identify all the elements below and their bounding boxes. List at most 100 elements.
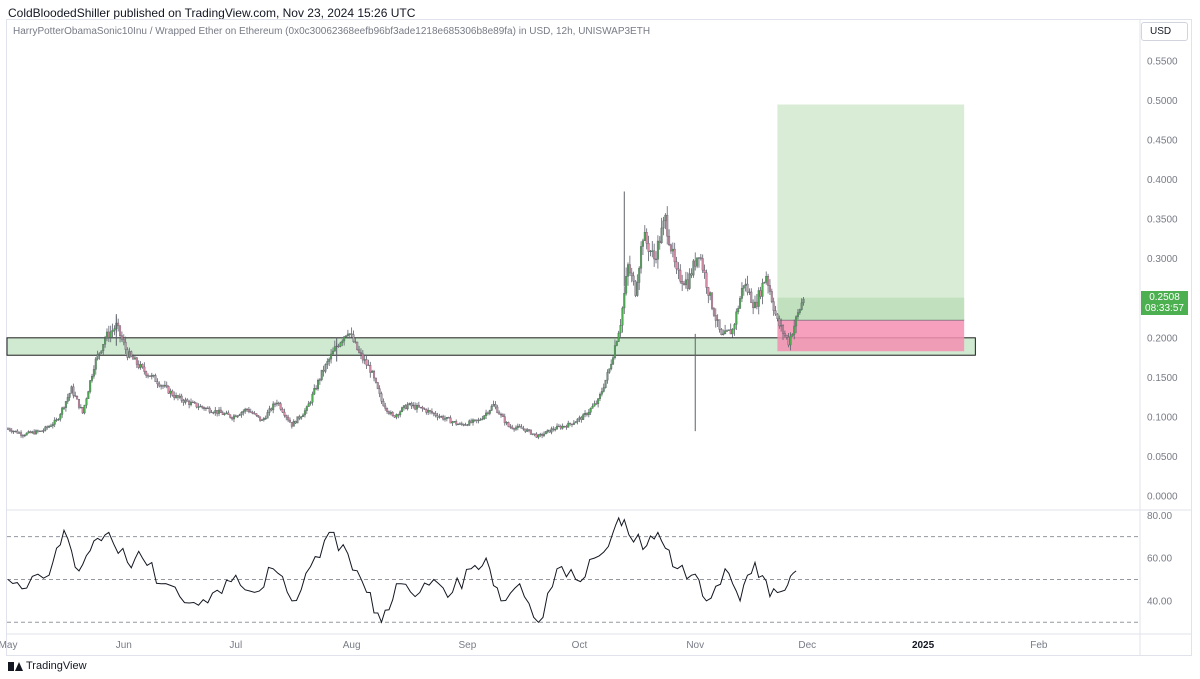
candle-body xyxy=(113,328,116,331)
candle-83 xyxy=(162,384,165,390)
candle-body xyxy=(279,403,282,410)
candle-265 xyxy=(501,413,504,417)
candle-body xyxy=(798,309,801,313)
candle-body xyxy=(275,402,278,405)
candle-body xyxy=(234,415,237,418)
candle-283 xyxy=(535,432,538,438)
candle-7 xyxy=(20,430,23,438)
candle-body xyxy=(535,433,538,438)
candle-373 xyxy=(703,264,706,279)
candle-body xyxy=(675,261,678,270)
candle-329 xyxy=(621,306,624,333)
candle-245 xyxy=(464,422,467,426)
candle-204 xyxy=(387,410,390,416)
publisher-line: ColdBloodedShiller published on TradingV… xyxy=(8,6,416,20)
candle-body xyxy=(621,307,624,326)
candle-body xyxy=(354,341,357,343)
candle-body xyxy=(346,333,349,336)
candle-body xyxy=(617,332,620,342)
candle-body xyxy=(135,357,138,365)
candle-body xyxy=(574,421,577,424)
footer-brand[interactable]: TradingView xyxy=(8,660,87,672)
candle-218 xyxy=(414,402,417,411)
candle-body xyxy=(763,282,766,284)
candle-381 xyxy=(718,319,721,333)
candle-body xyxy=(787,337,790,346)
candle-318 xyxy=(600,387,603,397)
candle-body xyxy=(496,406,499,414)
candle-3 xyxy=(12,430,15,434)
candle-249 xyxy=(472,418,475,426)
candle-351 xyxy=(662,216,665,236)
candle-body xyxy=(124,341,127,350)
candle-414 xyxy=(780,318,783,332)
candle-body xyxy=(315,388,318,390)
candle-160 xyxy=(305,405,308,414)
candle-232 xyxy=(440,415,443,419)
candle-339 xyxy=(640,241,643,274)
candle-body xyxy=(443,418,446,420)
time-tick-label: Dec xyxy=(798,640,816,651)
candle-body xyxy=(415,405,418,410)
candle-body xyxy=(759,290,762,297)
candle-body xyxy=(356,341,359,351)
candle-148 xyxy=(283,408,286,418)
candle-body xyxy=(421,406,424,409)
candle-body xyxy=(137,364,140,368)
candle-body xyxy=(488,410,491,414)
candle-body xyxy=(548,429,551,433)
candle-326 xyxy=(615,340,618,347)
candle-426 xyxy=(802,296,805,306)
candle-body xyxy=(363,359,366,361)
candle-132 xyxy=(253,411,256,415)
candle-388 xyxy=(731,328,734,338)
candle-body xyxy=(130,351,133,357)
candle-268 xyxy=(507,421,510,428)
candle-234 xyxy=(443,415,446,422)
candle-body xyxy=(259,416,262,421)
candle-body xyxy=(330,353,333,360)
candle-body xyxy=(361,353,364,361)
candle-327 xyxy=(617,330,620,342)
candle-20 xyxy=(44,425,47,432)
candle-body xyxy=(541,434,544,436)
candle-body xyxy=(214,410,217,413)
candle-body xyxy=(464,424,467,426)
candle-65 xyxy=(128,347,131,359)
candle-77 xyxy=(150,372,153,380)
currency-button[interactable]: USD xyxy=(1141,22,1188,41)
candle-425 xyxy=(800,298,803,311)
candle-body xyxy=(473,419,476,421)
candle-129 xyxy=(247,406,250,414)
candle-body xyxy=(374,377,377,383)
candle-111 xyxy=(214,406,217,416)
candle-body xyxy=(802,298,805,304)
candle-body xyxy=(711,292,714,309)
candle-body xyxy=(203,407,206,410)
candle-body xyxy=(210,411,213,414)
candle-body xyxy=(783,333,786,336)
candle-body xyxy=(371,371,374,373)
candle-body xyxy=(653,250,656,260)
candle-body xyxy=(49,425,52,427)
candle-200 xyxy=(380,391,383,404)
candle-253 xyxy=(479,417,482,421)
candle-8 xyxy=(21,434,24,439)
candle-142 xyxy=(272,401,275,414)
candle-body xyxy=(429,410,432,412)
candle-184 xyxy=(350,327,353,338)
candle-body xyxy=(348,333,351,335)
candle-120 xyxy=(231,416,234,421)
candle-body xyxy=(150,374,153,377)
candle-body xyxy=(453,421,456,423)
candle-body xyxy=(673,248,676,263)
candle-body xyxy=(727,329,730,331)
candle-body xyxy=(154,375,157,382)
symbol-description: HarryPotterObamaSonic10Inu / Wrapped Eth… xyxy=(13,26,651,37)
candle-body xyxy=(111,330,114,333)
candle-body xyxy=(430,411,433,414)
candle-95 xyxy=(184,397,187,405)
long-target-zone xyxy=(777,104,965,321)
candle-190 xyxy=(361,350,364,364)
